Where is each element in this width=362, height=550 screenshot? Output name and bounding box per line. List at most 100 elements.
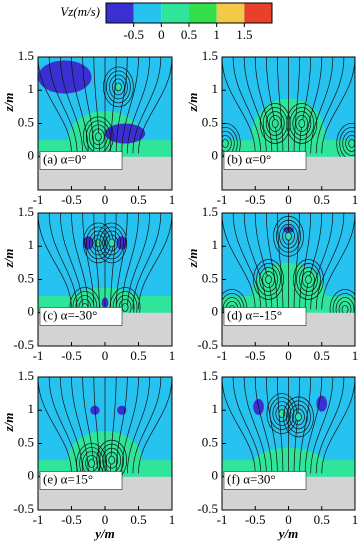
vortex-line	[105, 451, 119, 469]
x-tick-label: 1	[352, 192, 359, 207]
streamline	[48, 57, 78, 154]
streamline	[304, 377, 323, 474]
streamline	[265, 57, 278, 154]
y-tick-label: 1.5	[202, 204, 218, 219]
panel: 0 0.5 1 1.5 -1 -0.5 0 0.5 1 (a) α=0° z/m	[1, 48, 175, 207]
streamline	[82, 213, 95, 310]
y-tick-label: 1	[212, 237, 219, 252]
streamline	[132, 57, 162, 154]
streamline	[71, 57, 89, 154]
streamline	[132, 213, 162, 310]
y-tick-label: 1.5	[18, 368, 34, 383]
y-tick-label: -0.5	[197, 501, 218, 516]
y-tick-label: 1	[212, 81, 219, 96]
y-tick-label: 0	[28, 468, 35, 483]
vortex-line	[222, 139, 229, 148]
vortex-line	[94, 238, 102, 248]
vortex-line	[108, 238, 116, 248]
vortex-line	[289, 404, 308, 430]
y-tick-label: 1	[28, 401, 35, 416]
x-tick-label: -1	[217, 192, 228, 207]
x-tick-label: 0	[102, 512, 109, 527]
vortex-line	[262, 271, 275, 288]
colorbar-segment	[244, 3, 272, 23]
streamline	[243, 57, 267, 154]
x-tick-label: -0.5	[61, 192, 82, 207]
streamline	[138, 377, 172, 474]
x-tick-label: 0	[285, 512, 292, 527]
colorbar-segment	[216, 3, 245, 23]
streamline	[277, 57, 284, 154]
streamline	[315, 213, 345, 310]
x-tick-label: 0.5	[314, 348, 330, 363]
x-tick-label: 1	[169, 512, 176, 527]
streamline	[38, 213, 72, 310]
streamline	[59, 377, 84, 474]
vortex-line	[289, 107, 315, 140]
colorbar-tick-label: 1	[213, 27, 220, 42]
vortex-line	[292, 111, 312, 136]
vortex-line	[269, 397, 295, 430]
label-box	[223, 307, 307, 326]
y-tick-label: 0.5	[18, 434, 34, 449]
vortex-line	[88, 230, 108, 256]
y-tick-label: 1.5	[18, 204, 34, 219]
streamline	[59, 213, 84, 310]
contour-field	[38, 377, 172, 510]
y-tick-label: 0	[212, 468, 219, 483]
y-tick-label: 1	[28, 81, 35, 96]
vortex-line	[286, 103, 318, 144]
streamline	[232, 377, 262, 474]
x-axis-label: y/m	[93, 526, 115, 541]
x-tick-label: -0.5	[245, 192, 266, 207]
vortex-line	[345, 135, 355, 152]
vortex-line	[268, 115, 282, 132]
x-tick-label: 0.5	[130, 512, 146, 527]
label-box	[39, 151, 123, 170]
vortex-line	[279, 223, 298, 249]
streamline	[126, 377, 151, 474]
streamline	[48, 213, 78, 310]
colorbar-title: Vz(m/s)	[60, 4, 100, 19]
panel-label: (b) α=0°	[227, 151, 271, 166]
streamline	[132, 377, 162, 474]
streamline	[315, 57, 345, 154]
streamline	[232, 213, 262, 310]
contour-field	[222, 57, 355, 190]
x-tick-label: -0.5	[245, 348, 266, 363]
vortex-line	[276, 219, 301, 253]
streamline	[115, 213, 128, 310]
vortex-line	[105, 234, 119, 252]
x-tick-label: 0.5	[130, 348, 146, 363]
y-tick-label: 0.5	[202, 114, 218, 129]
x-tick-label: 0	[102, 348, 109, 363]
x-tick-label: 0.5	[314, 192, 330, 207]
vortex-line	[286, 400, 311, 434]
streamline	[71, 377, 89, 474]
vortex-line	[91, 128, 105, 146]
colorbar-tick-label: -0.5	[123, 27, 144, 42]
y-tick-label: -0.5	[13, 501, 34, 516]
vortex-line	[295, 115, 309, 132]
panel-label: (e) α=15°	[43, 471, 93, 486]
blue-region	[316, 395, 328, 412]
vortex-line	[262, 107, 288, 140]
streamline	[222, 57, 256, 154]
y-tick-label: -0.5	[13, 337, 34, 352]
vortex-line	[109, 74, 128, 100]
streamline	[299, 377, 312, 474]
contour-field	[38, 57, 172, 190]
panel-label: (f) α=30°	[227, 471, 276, 486]
streamline	[138, 213, 172, 310]
streamline	[310, 213, 334, 310]
streamline	[304, 57, 323, 154]
streamline	[243, 377, 267, 474]
y-tick-label: 0	[28, 148, 35, 163]
streamline	[310, 377, 334, 474]
panel: -0.500.511.5-1 -0.5 0 0.5 1(d) α=-15°z/m	[185, 204, 358, 363]
vortex-line	[103, 66, 134, 108]
streamline	[121, 377, 139, 474]
streamline	[310, 57, 334, 154]
panel: -0.500.511.5-1 -0.5 0 0.5 1(c) α=-30°z/m	[1, 204, 175, 363]
colorbar-segment	[189, 3, 217, 23]
